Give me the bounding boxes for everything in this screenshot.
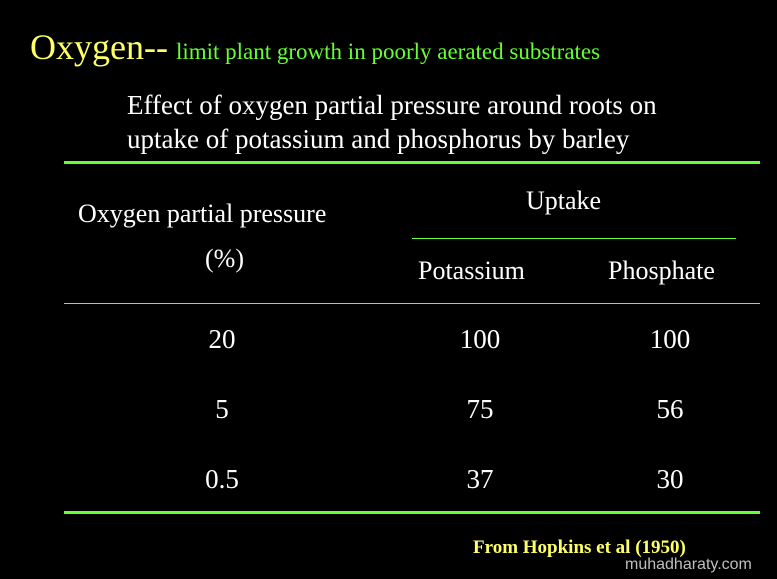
table-top-rule <box>64 161 760 164</box>
header-potassium: Potassium <box>418 256 525 285</box>
table-bottom-rule <box>64 511 760 514</box>
header-divider <box>64 303 760 304</box>
cell-oxygen: 20 <box>208 324 236 354</box>
site-watermark: muhadharaty.com <box>625 556 752 573</box>
cell-phosphate: 30 <box>656 464 684 494</box>
table-caption: Effect of oxygen partial pressure around… <box>127 88 657 156</box>
cell-potassium: 75 <box>466 394 494 424</box>
header-oxygen-line-2: (%) <box>205 244 244 273</box>
uptake-underline <box>412 238 736 239</box>
caption-line-2: uptake of potassium and phosphorus by ba… <box>127 124 630 154</box>
cell-potassium: 37 <box>466 464 494 494</box>
source-citation: From Hopkins et al (1950) <box>473 537 686 558</box>
header-phosphate: Phosphate <box>608 256 715 285</box>
header-oxygen-line-1: Oxygen partial pressure <box>78 199 327 228</box>
header-uptake: Uptake <box>526 186 602 215</box>
heading-sub: limit plant growth in poorly aerated sub… <box>175 39 601 64</box>
caption-line-1: Effect of oxygen partial pressure around… <box>127 90 657 120</box>
heading-main: Oxygen-- <box>30 27 168 67</box>
slide-heading: Oxygen-- limit plant growth in poorly aer… <box>30 26 600 68</box>
cell-potassium: 100 <box>459 324 501 354</box>
cell-phosphate: 100 <box>649 324 691 354</box>
cell-phosphate: 56 <box>656 394 684 424</box>
cell-oxygen: 0.5 <box>205 464 239 494</box>
cell-oxygen: 5 <box>215 394 229 424</box>
